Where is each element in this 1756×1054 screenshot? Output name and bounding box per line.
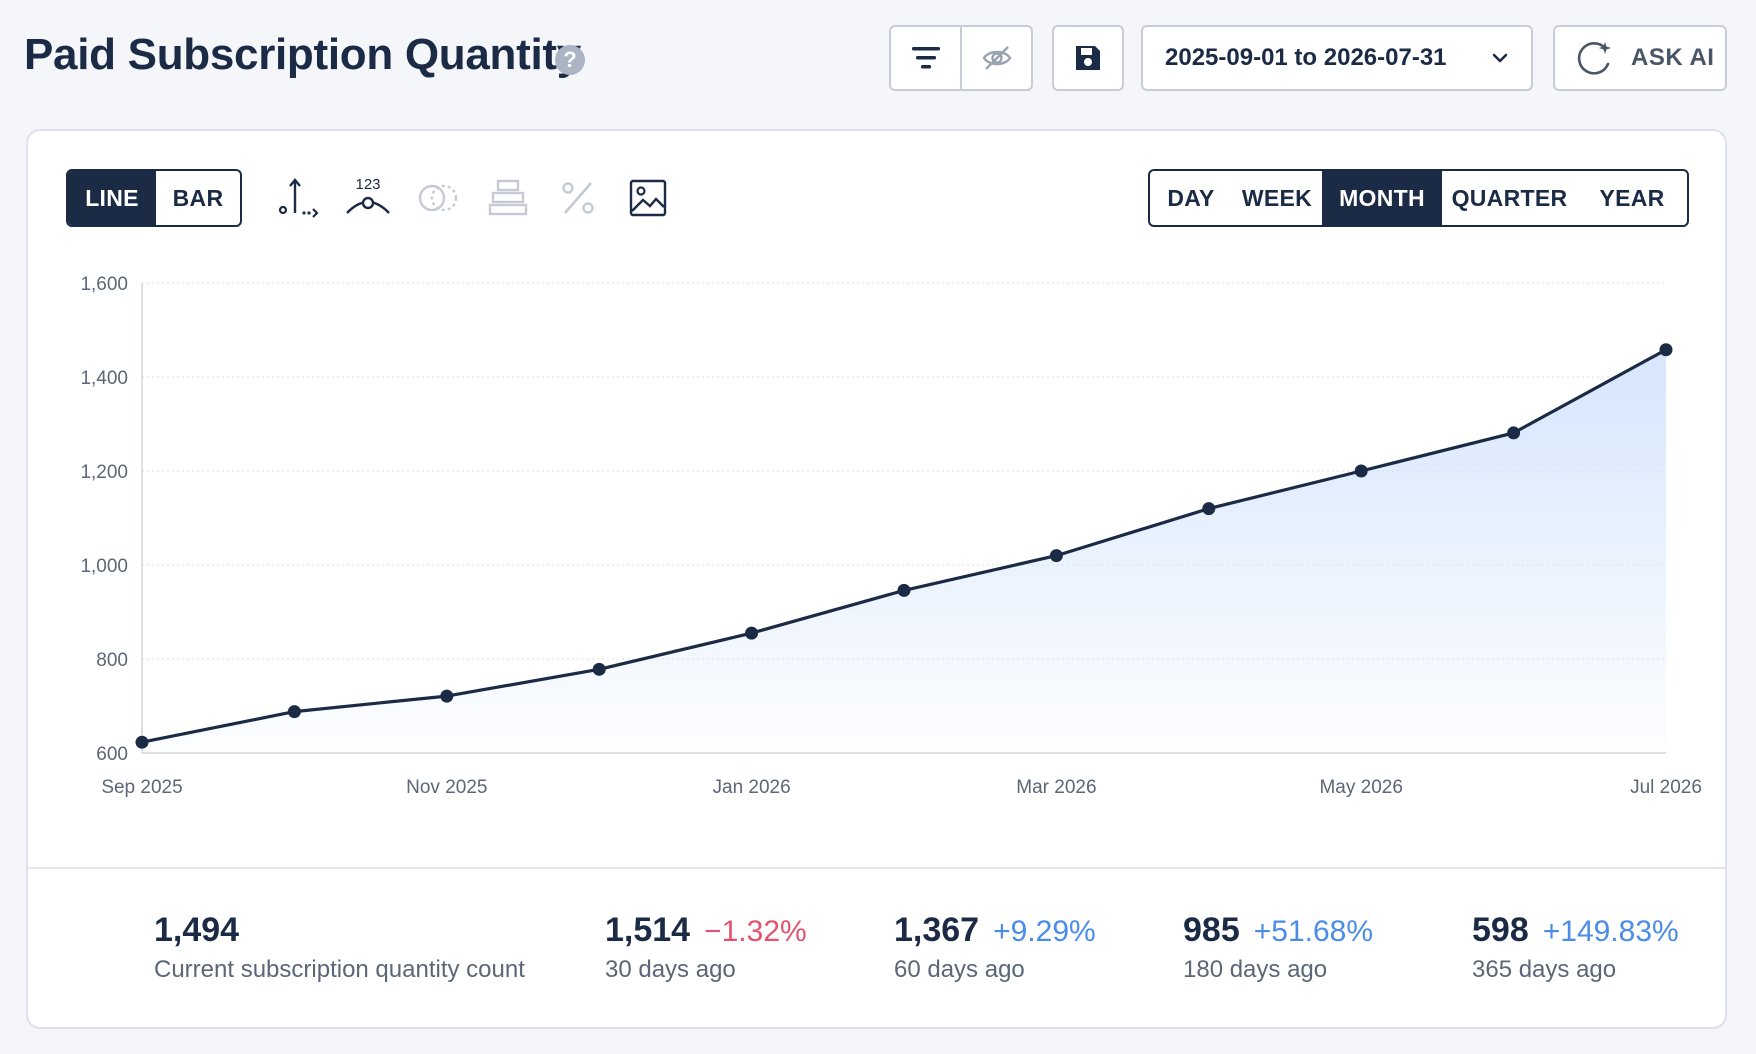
x-axis: Sep 2025 Nov 2025 Jan 2026 Mar 2026 May 2026…	[101, 777, 1702, 798]
stack-icon[interactable]	[483, 173, 533, 223]
stat-180-days: 985 +51.68% 180 days ago	[1183, 911, 1373, 984]
stat-value: 1,494	[154, 911, 240, 949]
chart-card: LINE BAR 123 DAY WEEK MONTH QUARTER YE	[26, 129, 1727, 1029]
save-button[interactable]	[1052, 25, 1124, 91]
stat-value: 985	[1183, 911, 1240, 949]
ask-ai-label: ASK AI	[1631, 44, 1715, 71]
stat-label: Current subscription quantity count	[154, 956, 525, 983]
stat-change: +9.29%	[993, 915, 1096, 948]
x-tick-label: Mar 2026	[1016, 777, 1096, 798]
stat-change: +51.68%	[1253, 915, 1374, 948]
data-point[interactable]	[1049, 549, 1063, 563]
stat-value: 598	[1472, 911, 1529, 949]
period-day[interactable]: DAY	[1167, 184, 1215, 211]
period-year[interactable]: YEAR	[1599, 184, 1665, 211]
data-point[interactable]	[897, 583, 911, 597]
y-tick-label: 1,000	[80, 556, 128, 577]
axis-toggle-icon[interactable]	[273, 173, 323, 223]
data-point[interactable]	[592, 662, 606, 676]
page-header: Paid Subscription Quantity ? 2025-09-01 …	[0, 0, 1756, 118]
data-point[interactable]	[1354, 464, 1368, 478]
period-quarter[interactable]: QUARTER	[1451, 184, 1568, 211]
filter-button[interactable]	[891, 27, 960, 89]
chart-type-toggle: LINE BAR	[66, 169, 242, 227]
subscription-area-chart: 600 800 1,000 1,200 1,400 1,600 Sep 2025 Nov 2…	[80, 274, 1702, 798]
y-tick-label: 1,200	[80, 462, 128, 483]
chart-type-bar[interactable]: BAR	[172, 184, 224, 211]
y-tick-label: 1,600	[80, 274, 128, 295]
stat-label: 365 days ago	[1472, 956, 1617, 983]
eye-off-icon	[982, 46, 1011, 70]
stat-label: 180 days ago	[1183, 956, 1328, 983]
svg-text:123: 123	[355, 176, 380, 193]
y-tick-label: 1,400	[80, 368, 128, 389]
chevron-down-icon	[1492, 53, 1508, 63]
date-range-select[interactable]: 2025-09-01 to 2026-07-31	[1141, 25, 1533, 91]
stat-label: 60 days ago	[894, 956, 1025, 983]
compare-icon[interactable]	[413, 173, 463, 223]
percent-icon[interactable]	[553, 173, 603, 223]
stat-365-days: 598 +149.83% 365 days ago	[1472, 911, 1679, 984]
period-month[interactable]: MONTH	[1322, 171, 1442, 225]
data-point[interactable]	[440, 689, 454, 703]
stat-change: +149.83%	[1542, 915, 1679, 948]
ask-ai-button[interactable]: ASK AI	[1553, 25, 1727, 91]
stat-value: 1,367	[894, 911, 980, 949]
x-tick-label: May 2026	[1319, 777, 1402, 798]
y-axis: 600 800 1,000 1,200 1,400 1,600	[80, 274, 128, 765]
view-options-group	[889, 25, 1033, 91]
date-range-value: 2025-09-01 to 2026-07-31	[1165, 44, 1447, 71]
stat-label: 30 days ago	[605, 956, 736, 983]
data-labels-icon[interactable]: 123	[343, 173, 393, 223]
x-tick-label: Jan 2026	[713, 777, 791, 798]
stat-60-days: 1,367 +9.29% 60 days ago	[894, 911, 1096, 984]
data-point[interactable]	[1202, 502, 1216, 516]
y-tick-label: 600	[96, 744, 128, 765]
period-week[interactable]: WEEK	[1241, 184, 1313, 211]
stat-change: −1.32%	[704, 915, 807, 948]
stat-30-days: 1,514 −1.32% 30 days ago	[605, 911, 807, 984]
chart-type-line[interactable]: LINE	[68, 171, 156, 225]
x-tick-label: Sep 2025	[101, 777, 182, 798]
hide-series-button[interactable]	[960, 27, 1031, 89]
data-point[interactable]	[287, 705, 301, 719]
data-point[interactable]	[745, 626, 759, 640]
save-icon	[1076, 46, 1100, 70]
stat-value: 1,514	[605, 911, 691, 949]
stats-divider	[28, 867, 1725, 869]
x-tick-label: Nov 2025	[406, 777, 487, 798]
x-tick-label: Jul 2026	[1630, 777, 1702, 798]
stat-current: 1,494 Current subscription quantity coun…	[154, 911, 525, 984]
period-toggle: DAY WEEK MONTH QUARTER YEAR	[1148, 169, 1689, 227]
series-area-fill	[142, 349, 1666, 753]
data-point[interactable]	[1507, 426, 1521, 440]
data-point[interactable]	[1659, 343, 1673, 357]
page-title: Paid Subscription Quantity	[24, 30, 581, 79]
filter-icon	[911, 47, 940, 69]
image-export-icon[interactable]	[623, 173, 673, 223]
help-icon[interactable]: ?	[555, 45, 585, 75]
y-tick-label: 800	[96, 650, 128, 671]
data-point[interactable]	[135, 735, 149, 749]
ai-sparkle-icon	[1577, 42, 1611, 75]
series-points	[135, 343, 1673, 749]
